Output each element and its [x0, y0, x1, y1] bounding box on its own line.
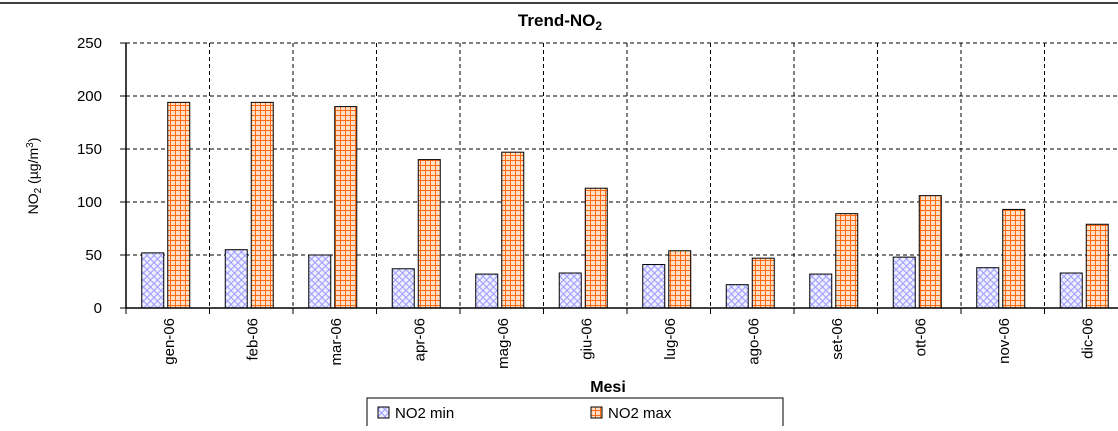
bar-min-feb-06: [224, 249, 248, 309]
bar-max-feb-06: [250, 101, 274, 309]
bar-min-set-06: [809, 273, 833, 309]
y-axis-label: NO2 (µg/m3): [25, 138, 44, 215]
bar-max-lug-06: [668, 250, 692, 309]
bar-min-lug-06: [642, 264, 666, 309]
y-tick-label: 250: [77, 35, 102, 52]
bar-min-giu-06: [558, 272, 582, 309]
bars: [141, 101, 1109, 309]
legend-swatch-min: [377, 406, 390, 419]
bar-min-nov-06: [976, 267, 1000, 309]
x-tick-label: nov-06: [996, 318, 1013, 364]
x-tick-label: feb-06: [244, 318, 261, 361]
legend-label-max: NO2 max: [608, 405, 672, 422]
y-tick-label: 150: [77, 141, 102, 158]
bar-min-ago-06: [725, 284, 749, 309]
bar-max-giu-06: [584, 187, 608, 309]
x-tick-label: ott-06: [912, 318, 929, 356]
y-label-unit-close: ): [25, 138, 41, 143]
y-label-sub: 2: [33, 187, 44, 193]
bar-max-gen-06: [167, 101, 191, 309]
axes: 0 50 100 150 200 250 gen-06 feb-06 mar-06 apr-06 m…: [77, 35, 1118, 369]
x-tick-label: giu-06: [578, 318, 595, 360]
chart-title: Trend-NO2: [518, 11, 602, 33]
y-label-unit-open: (µg/m: [25, 148, 41, 188]
x-tick-label: mag-06: [495, 318, 512, 369]
x-tick-label: dic-06: [1079, 318, 1096, 359]
bar-min-mar-06: [308, 254, 332, 309]
y-tick-label: 100: [77, 194, 102, 211]
legend-box: [366, 397, 784, 429]
legend-label-min: NO2 min: [395, 405, 454, 422]
x-tick-label: lug-06: [662, 318, 679, 360]
y-tick-label: 0: [94, 300, 102, 317]
bar-min-dic-06: [1059, 272, 1083, 309]
x-tick-label: ago-06: [745, 318, 762, 365]
legend: NO2 min NO2 max: [366, 397, 784, 429]
x-tick-label: gen-06: [161, 318, 178, 365]
bar-max-apr-06: [417, 159, 441, 309]
bar-max-dic-06: [1085, 223, 1109, 309]
bar-max-set-06: [835, 213, 859, 309]
chart-title-main: Trend-NO: [518, 11, 595, 30]
bar-max-mag-06: [501, 151, 525, 309]
bar-max-mar-06: [334, 106, 358, 309]
y-label-unit-sup: 3: [25, 142, 36, 148]
y-tick-label: 200: [77, 88, 102, 105]
bar-max-ago-06: [751, 257, 775, 309]
grid: [126, 42, 1118, 308]
x-tick-label: set-06: [829, 318, 846, 360]
bar-max-ott-06: [918, 195, 942, 309]
bar-min-ott-06: [892, 256, 916, 309]
legend-swatch-max: [590, 406, 603, 419]
y-label-main: NO: [25, 193, 41, 214]
bar-min-gen-06: [141, 252, 165, 309]
bar-min-apr-06: [391, 268, 415, 309]
bar-min-mag-06: [475, 273, 499, 309]
y-tick-label: 50: [85, 247, 102, 264]
x-tick-label: mar-06: [328, 318, 345, 366]
bar-max-nov-06: [1002, 208, 1026, 309]
chart-title-sub: 2: [595, 19, 602, 33]
x-tick-label: apr-06: [411, 318, 428, 361]
x-axis-label: Mesi: [590, 379, 626, 396]
